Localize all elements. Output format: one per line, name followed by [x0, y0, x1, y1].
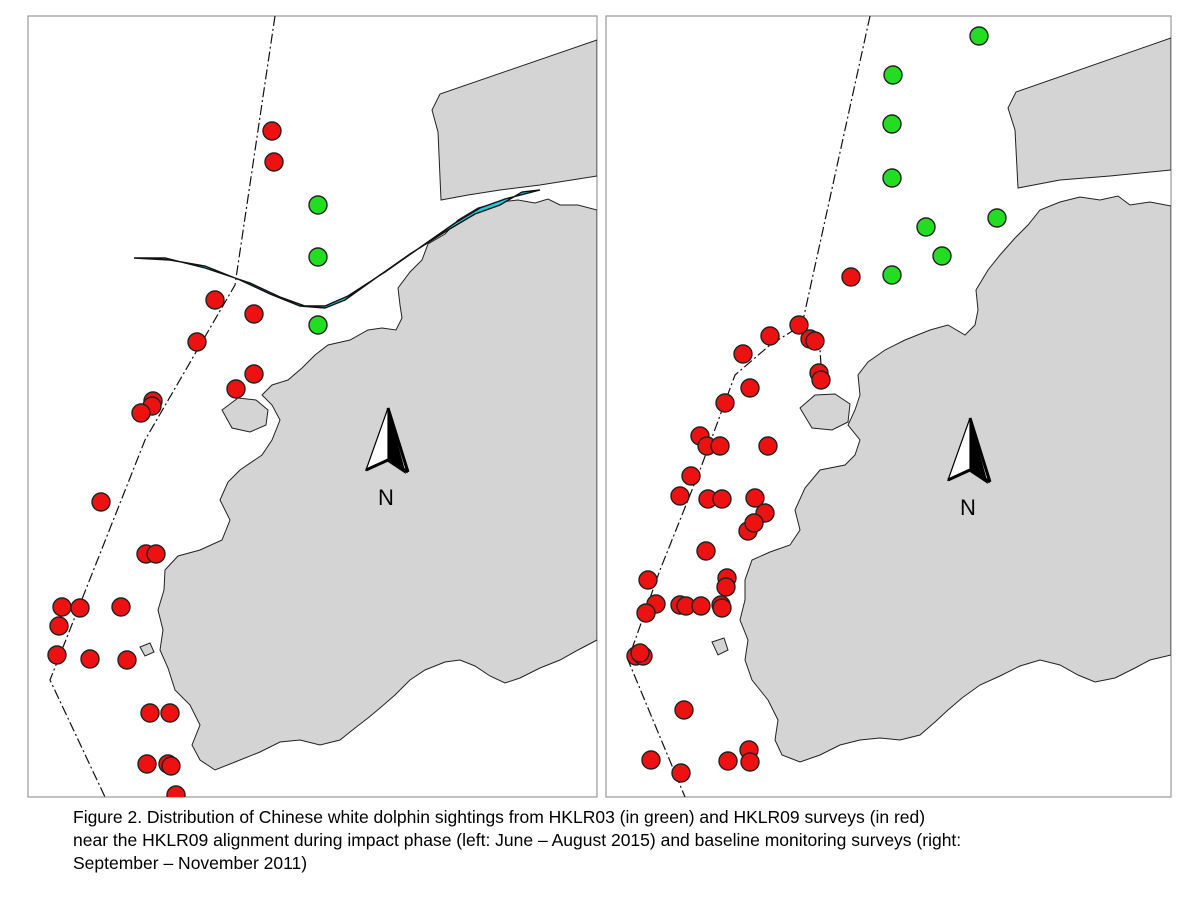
hklr03-sighting-marker — [916, 217, 936, 237]
hklr03-sighting-marker — [308, 315, 328, 335]
hklr09-sighting-marker — [117, 650, 137, 670]
maps-figure: N N — [27, 15, 1172, 798]
hklr03-sighting-marker — [932, 246, 952, 266]
hklr09-sighting-marker — [630, 643, 650, 663]
hklr09-sighting-marker — [641, 750, 661, 770]
land-islet — [799, 393, 851, 431]
hklr09-sighting-marker — [715, 393, 735, 413]
boundary-line — [49, 16, 276, 797]
hklr03-sighting-marker — [987, 208, 1007, 228]
hklr09-sighting-marker — [91, 492, 111, 512]
hklr09-sighting-marker — [166, 785, 186, 797]
hklr09-sighting-marker — [160, 703, 180, 723]
hklr03-sighting-marker — [308, 247, 328, 267]
hklr09-alignment — [133, 189, 541, 309]
land-north — [1007, 37, 1171, 189]
hklr09-sighting-marker — [49, 616, 69, 636]
hklr09-sighting-marker — [137, 754, 157, 774]
hklr03-sighting-marker — [308, 195, 328, 215]
hklr09-sighting-marker — [789, 315, 809, 335]
hklr09-sighting-marker — [716, 577, 736, 597]
land-north — [431, 39, 597, 201]
hklr09-sighting-marker — [758, 436, 778, 456]
hklr09-sighting-marker — [262, 121, 282, 141]
hklr09-sighting-marker — [671, 763, 691, 783]
hklr09-sighting-marker — [131, 403, 151, 423]
hklr09-sighting-marker — [674, 700, 694, 720]
north-arrow-icon — [946, 417, 992, 484]
sightings-impact-phase — [47, 121, 328, 797]
hklr09-sighting-marker — [670, 486, 690, 506]
hklr09-sighting-marker — [264, 152, 284, 172]
hklr03-sighting-marker — [882, 168, 902, 188]
hklr03-sighting-marker — [882, 265, 902, 285]
hklr09-sighting-marker — [681, 466, 701, 486]
caption-line-1: Figure 2. Distribution of Chinese white … — [73, 807, 926, 827]
land-islet-small — [139, 642, 155, 657]
hklr09-sighting-marker — [47, 645, 67, 665]
map-panel-baseline: N — [605, 15, 1172, 798]
boundary-line — [627, 16, 871, 797]
hklr09-sighting-marker — [70, 598, 90, 618]
hklr09-sighting-marker — [733, 344, 753, 364]
hklr09-sighting-marker — [760, 326, 780, 346]
hklr09-sighting-marker — [745, 488, 765, 508]
hklr09-sighting-marker — [140, 703, 160, 723]
hklr03-sighting-marker — [882, 114, 902, 134]
hklr09-sighting-marker — [244, 304, 264, 324]
hklr09-sighting-marker — [805, 331, 825, 351]
hklr09-sighting-marker — [691, 596, 711, 616]
hklr09-sighting-marker — [841, 267, 861, 287]
hklr09-sighting-marker — [740, 752, 760, 772]
land-islet-small — [711, 637, 729, 656]
hklr03-sighting-marker — [969, 26, 989, 46]
hklr09-sighting-marker — [712, 598, 732, 618]
hklr09-sighting-marker — [146, 544, 166, 564]
hklr09-sighting-marker — [187, 332, 207, 352]
hklr09-sighting-marker — [740, 378, 760, 398]
hklr09-sighting-marker — [811, 370, 831, 390]
caption-line-2: near the HKLR09 alignment during impact … — [73, 830, 962, 850]
hklr09-sighting-marker — [718, 751, 738, 771]
land-islet — [221, 397, 269, 433]
hklr09-sighting-marker — [111, 597, 131, 617]
hklr09-sighting-marker — [744, 513, 764, 533]
caption-line-3: September – November 2011) — [73, 853, 308, 873]
sightings-baseline — [626, 26, 1007, 783]
hklr09-sighting-marker — [696, 541, 716, 561]
land-main-island — [739, 195, 1171, 763]
hklr09-sighting-marker — [80, 649, 100, 669]
hklr09-sighting-marker — [244, 364, 264, 384]
north-label: N — [378, 485, 394, 510]
hklr09-sighting-marker — [712, 489, 732, 509]
map-panel-impact-phase: N — [27, 15, 598, 798]
hklr09-sighting-marker — [638, 570, 658, 590]
hklr09-sighting-marker — [710, 436, 730, 456]
north-arrow-icon — [364, 407, 410, 474]
hklr09-sighting-marker — [161, 756, 181, 776]
hklr09-sighting-marker — [226, 379, 246, 399]
hklr09-sighting-marker — [205, 290, 225, 310]
hklr03-sighting-marker — [883, 65, 903, 85]
hklr09-sighting-marker — [52, 597, 72, 617]
land-main-island — [157, 198, 597, 771]
north-label: N — [960, 495, 976, 520]
figure-caption: Figure 2. Distribution of Chinese white … — [73, 806, 1153, 875]
hklr09-sighting-marker — [636, 603, 656, 623]
